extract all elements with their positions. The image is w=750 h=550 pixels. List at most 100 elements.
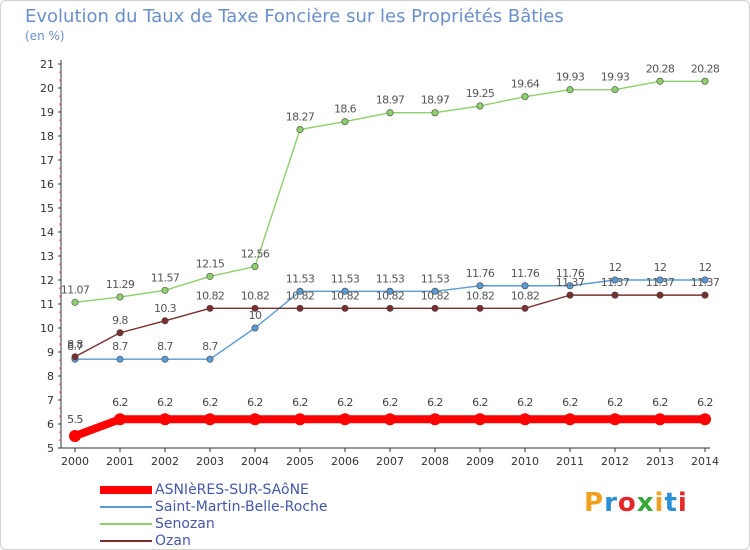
data-point (206, 355, 214, 363)
data-label: 10.82 (331, 289, 360, 302)
data-label: 18.27 (286, 111, 315, 124)
data-label: 8.7 (67, 340, 83, 353)
x-tick-label: 2011 (556, 455, 584, 468)
data-point (161, 317, 169, 325)
data-label: 6.2 (427, 396, 443, 409)
data-label: 6.2 (472, 396, 488, 409)
data-point (341, 304, 349, 312)
data-point (611, 291, 619, 299)
data-point (116, 329, 124, 337)
data-point (701, 77, 709, 85)
unit-label: (en %) (25, 29, 65, 43)
y-tick-label: 5 (47, 442, 54, 455)
data-label: 19.93 (601, 71, 630, 84)
legend-label: ASNIèRES-SUR-SAôNE (155, 482, 309, 498)
data-label: 12 (654, 261, 667, 274)
data-point (386, 287, 394, 295)
legend-label: Senozan (155, 516, 215, 532)
data-label: 5.5 (67, 413, 83, 426)
y-tick-label: 14 (40, 226, 54, 239)
y-tick-label: 10 (40, 322, 54, 335)
x-tick-label: 2006 (331, 455, 359, 468)
x-tick-label: 2010 (511, 455, 539, 468)
data-point (564, 413, 576, 426)
logo-letter: r (604, 488, 618, 518)
data-label: 11.37 (601, 276, 630, 289)
data-point (116, 293, 124, 301)
logo-letter: t (664, 488, 678, 518)
data-point (699, 413, 711, 426)
data-point (386, 109, 394, 117)
data-label: 6.2 (157, 396, 173, 409)
data-label: 11.29 (106, 278, 135, 291)
data-labels: 11.07 11.29 11.57 12.15 12.56 18.27 18.6 18.97 1… (61, 62, 721, 426)
data-label: 11.07 (61, 283, 90, 296)
data-point (566, 86, 574, 94)
legend-label: Ozan (155, 533, 191, 549)
y-tick-label: 7 (47, 394, 54, 407)
x-tick-label: 2000 (61, 455, 89, 468)
data-point (341, 118, 349, 126)
data-label: 10 (249, 309, 262, 322)
data-point (116, 355, 124, 363)
data-label: 10.82 (421, 289, 450, 302)
x-tick-label: 2008 (421, 455, 449, 468)
y-tick-label: 15 (40, 202, 54, 215)
data-point (294, 413, 306, 426)
data-point (474, 413, 486, 426)
data-label: 9.8 (112, 314, 128, 327)
data-label: 8.7 (202, 340, 218, 353)
axes: 5 6 7 8 9 10 11 12 13 14 15 16 17 18 19 20 21 2000 2001 200… (40, 58, 719, 468)
data-label: 11.76 (556, 267, 585, 280)
data-label: 19.25 (466, 87, 495, 100)
data-label: 10.82 (511, 289, 540, 302)
data-label: 11.76 (511, 267, 540, 280)
x-tick-label: 2003 (196, 455, 224, 468)
data-point (251, 304, 259, 312)
data-label: 8.7 (157, 340, 173, 353)
data-label: 20.28 (691, 62, 720, 75)
data-point (566, 291, 574, 299)
data-label: 6.2 (382, 396, 398, 409)
data-label: 10.82 (376, 289, 405, 302)
data-label: 6.2 (697, 396, 713, 409)
data-label: 6.2 (247, 396, 263, 409)
y-tick-label: 18 (40, 130, 54, 143)
data-label: 10.82 (241, 289, 270, 302)
data-label: 12.15 (196, 257, 225, 270)
data-label: 20.28 (646, 62, 675, 75)
data-point (701, 291, 709, 299)
logo-letter: x (636, 488, 655, 518)
x-tick-label: 2005 (286, 455, 314, 468)
legend-swatch (100, 506, 152, 508)
x-tick-label: 2009 (466, 455, 494, 468)
y-tick-label: 17 (40, 154, 54, 167)
data-point (386, 304, 394, 312)
data-point (431, 287, 439, 295)
data-point (429, 413, 441, 426)
data-points (69, 77, 711, 442)
data-label: 11.53 (376, 272, 405, 285)
data-label: 6.2 (607, 396, 623, 409)
x-tick-label: 2014 (691, 455, 719, 468)
data-point (431, 109, 439, 117)
data-label: 6.2 (292, 396, 308, 409)
data-label: 11.53 (421, 272, 450, 285)
y-tick-label: 9 (47, 346, 54, 359)
data-label: 18.97 (421, 94, 450, 107)
y-tick-label: 12 (40, 274, 54, 287)
legend-swatch (100, 523, 152, 525)
data-label: 19.64 (511, 78, 540, 91)
data-label: 6.2 (517, 396, 533, 409)
data-point (249, 413, 261, 426)
data-label: 10.3 (154, 302, 177, 315)
data-label: 12 (609, 261, 622, 274)
y-tick-label: 20 (40, 82, 54, 95)
data-point (611, 86, 619, 94)
data-point (611, 276, 619, 284)
y-tick-label: 16 (40, 178, 54, 191)
data-point (71, 353, 79, 361)
data-point (251, 263, 259, 271)
data-point (656, 77, 664, 85)
data-label: 18.97 (376, 94, 405, 107)
